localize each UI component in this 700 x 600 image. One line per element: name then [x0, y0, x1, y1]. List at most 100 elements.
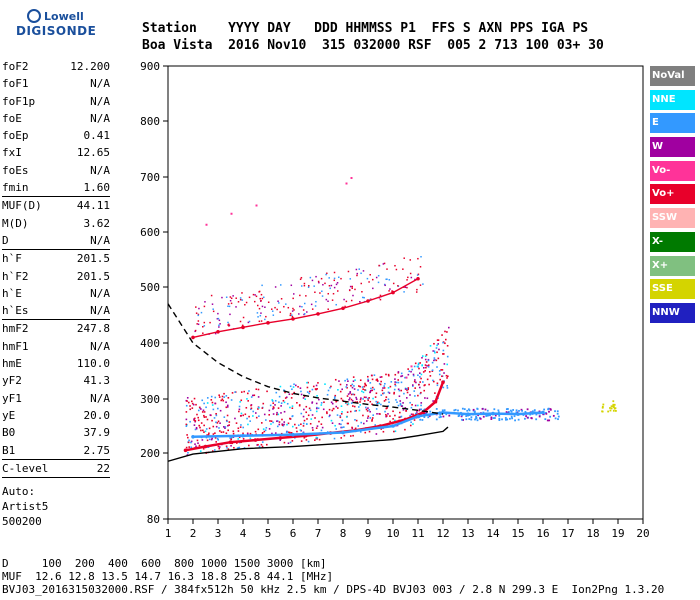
echo-point — [190, 441, 192, 444]
echo-point — [338, 380, 340, 382]
echo-point — [383, 283, 386, 286]
echo-point — [546, 419, 549, 422]
echo-point — [274, 432, 277, 434]
echo-point — [235, 297, 237, 299]
echo-point — [441, 409, 444, 412]
echo-point — [218, 430, 221, 432]
legend-item-noval: NoVal — [650, 66, 695, 86]
echo-point — [468, 409, 471, 412]
echo-point — [379, 298, 382, 301]
echo-point — [421, 356, 423, 359]
echo-point — [410, 276, 413, 279]
echo-point — [202, 429, 204, 432]
echo-point — [468, 418, 471, 420]
echo-point — [407, 387, 410, 389]
echo-point — [209, 414, 212, 416]
echo-point — [601, 405, 604, 408]
echo-point — [223, 392, 225, 395]
echo-point — [367, 415, 370, 418]
echo-point — [295, 384, 297, 387]
echo-point — [214, 437, 217, 439]
echo-point — [435, 418, 438, 421]
echo-point — [211, 303, 214, 305]
echo-point — [387, 398, 390, 401]
echo-point — [309, 422, 312, 425]
echo-point — [355, 398, 358, 401]
echo-point — [270, 420, 273, 422]
echo-point — [400, 372, 403, 375]
echo-point — [403, 257, 405, 259]
echo-point — [613, 407, 616, 410]
echo-point — [393, 391, 395, 394]
echo-point — [261, 432, 264, 434]
echo-point — [326, 393, 329, 396]
param-value: 20.0 — [83, 408, 111, 422]
echo-point — [446, 387, 449, 389]
echo-point — [195, 306, 197, 308]
echo-point — [366, 417, 369, 419]
echo-point — [428, 415, 431, 417]
echo-point — [213, 417, 216, 419]
param-value: N/A — [90, 77, 110, 91]
echo-point — [210, 395, 213, 398]
echo-point — [369, 390, 372, 392]
echo-point — [316, 437, 318, 440]
echo-point — [289, 431, 291, 434]
echo-point — [470, 416, 473, 419]
echo-point — [383, 262, 386, 265]
series-point — [433, 399, 438, 404]
echo-point — [398, 416, 401, 419]
echo-point — [347, 380, 349, 382]
echo-point — [410, 421, 412, 424]
echo-point — [315, 402, 318, 405]
param-value: 201.5 — [76, 269, 110, 283]
echo-point — [309, 276, 312, 279]
echo-point — [351, 383, 354, 386]
echo-point — [320, 423, 323, 425]
echo-point — [315, 388, 317, 391]
echo-point — [309, 409, 312, 412]
echo-point — [437, 343, 440, 345]
echo-point — [415, 291, 418, 293]
echo-point — [372, 397, 374, 400]
echo-point — [316, 394, 318, 397]
echo-point — [404, 428, 406, 431]
param-row: hmF1 N/A — [2, 338, 110, 355]
echo-point — [544, 418, 547, 421]
echo-point — [325, 298, 328, 301]
echo-point — [442, 349, 445, 352]
echo-point — [281, 424, 284, 426]
echo-point — [256, 304, 259, 307]
echo-point — [257, 316, 259, 318]
echo-point — [419, 381, 421, 383]
echo-point — [393, 388, 396, 391]
echo-point — [326, 412, 328, 415]
echo-point — [278, 302, 280, 304]
echo-point — [405, 409, 408, 412]
echo-point — [203, 416, 206, 418]
x-tick-label: 12 — [436, 527, 449, 540]
echo-point — [204, 430, 207, 433]
echo-point — [208, 432, 210, 435]
echo-point — [511, 417, 514, 420]
echo-point — [300, 412, 303, 415]
echo-point — [349, 392, 351, 394]
echo-point — [225, 296, 228, 298]
echo-point — [461, 418, 463, 421]
echo-point — [407, 368, 409, 370]
echo-point — [363, 422, 365, 425]
echo-point — [356, 272, 359, 275]
echo-point — [283, 410, 286, 413]
echo-point — [334, 396, 336, 398]
echo-point — [289, 312, 292, 315]
echo-point — [371, 417, 374, 419]
echo-point — [414, 362, 417, 365]
echo-point — [487, 414, 490, 417]
echo-point — [515, 409, 518, 412]
echo-point — [393, 430, 395, 433]
echo-point — [238, 405, 241, 408]
echo-point — [367, 379, 370, 382]
echo-point — [227, 303, 230, 305]
echo-point — [376, 402, 378, 405]
